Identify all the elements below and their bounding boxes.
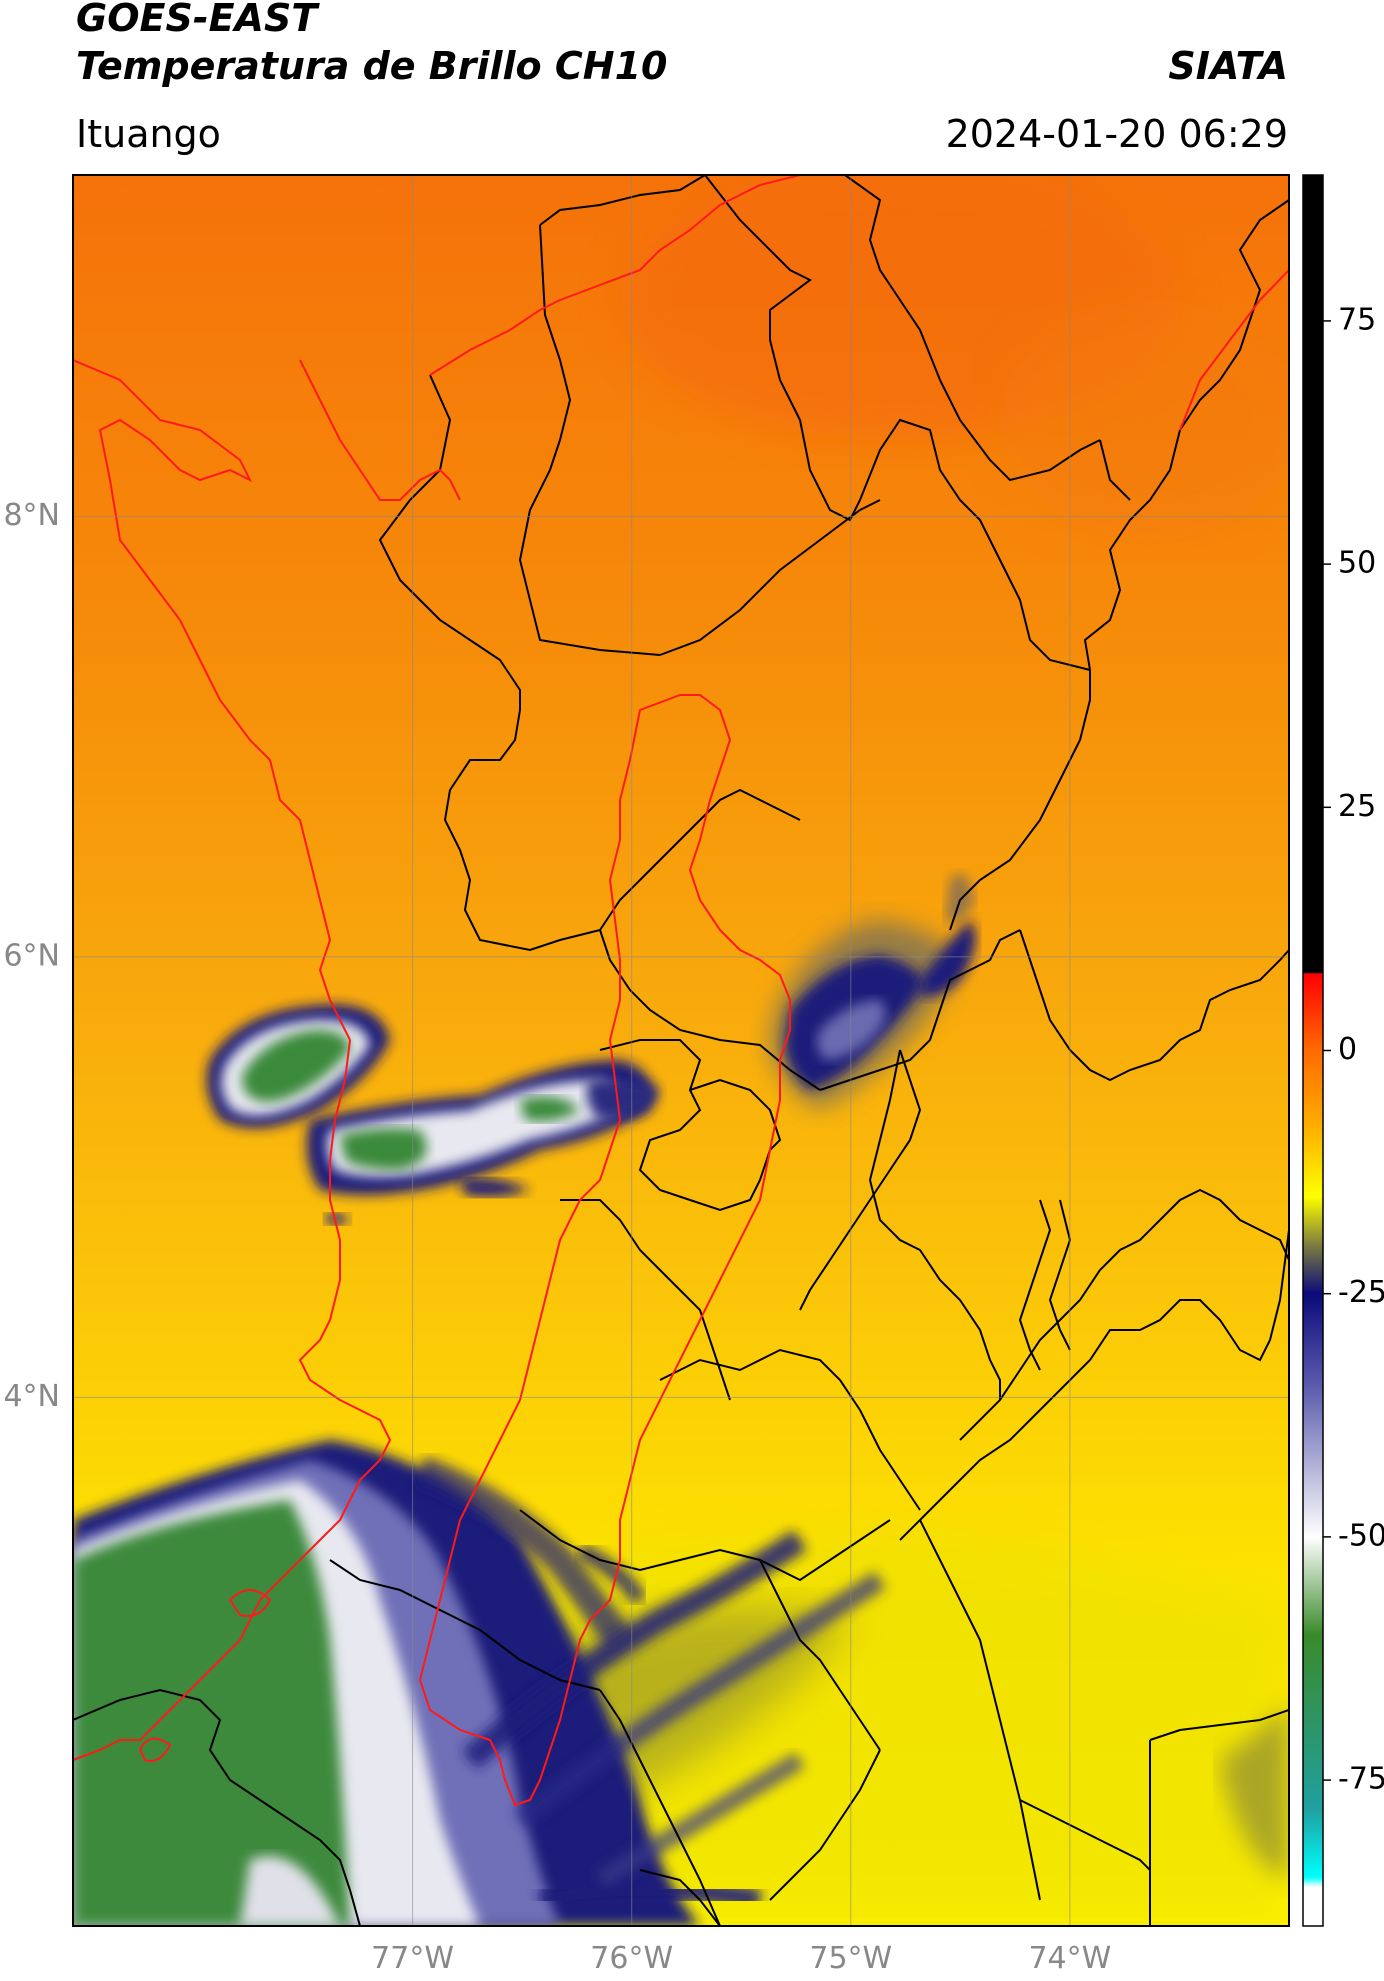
lon-label-77w: 77°W <box>371 1941 454 1976</box>
lon-label-76w: 76°W <box>590 1941 673 1976</box>
central-cold-cloud <box>770 873 976 1110</box>
lat-label-8n: 8°N <box>3 498 60 533</box>
organization-label: SIATA <box>1168 44 1288 88</box>
colorbar-label-25: 25 <box>1338 789 1376 824</box>
colorbar-label-75: 75 <box>1338 302 1376 337</box>
colorbar-label-minus50: -50 <box>1338 1518 1384 1553</box>
lat-label-4n: 4°N <box>3 1379 60 1414</box>
product-title: Temperatura de Brillo CH10 <box>76 44 668 88</box>
lon-label-75w: 75°W <box>809 1941 892 1976</box>
colorbar-bar <box>1303 175 1323 1926</box>
lon-label-74w: 74°W <box>1028 1941 1111 1976</box>
colorbar-label-minus75: -75 <box>1338 1762 1384 1797</box>
pacific-coast-clouds <box>206 1004 660 1225</box>
graticule <box>73 175 1289 1926</box>
department-borders <box>73 175 1289 1926</box>
colorbar-label-minus25: -25 <box>1338 1275 1384 1310</box>
axis-labels: 8°N 6°N 4°N 77°W 76°W 75°W 74°W <box>3 498 1111 1976</box>
watershed-borders <box>73 175 1289 1807</box>
brightness-temperature-field <box>73 175 1289 1926</box>
colorbar-label-50: 50 <box>1338 546 1376 581</box>
datetime-label: 2024-01-20 06:29 <box>945 112 1288 156</box>
satellite-title: GOES-EAST <box>76 0 318 40</box>
region-label: Ituango <box>76 112 221 156</box>
colorbar-label-0: 0 <box>1338 1032 1357 1067</box>
map-frame <box>72 174 1290 1927</box>
lat-label-6n: 6°N <box>3 938 60 973</box>
colorbar: 75 50 25 0 -25 -50 -75 <box>1302 174 1384 1927</box>
southwest-cold-cloud <box>73 1440 886 1926</box>
